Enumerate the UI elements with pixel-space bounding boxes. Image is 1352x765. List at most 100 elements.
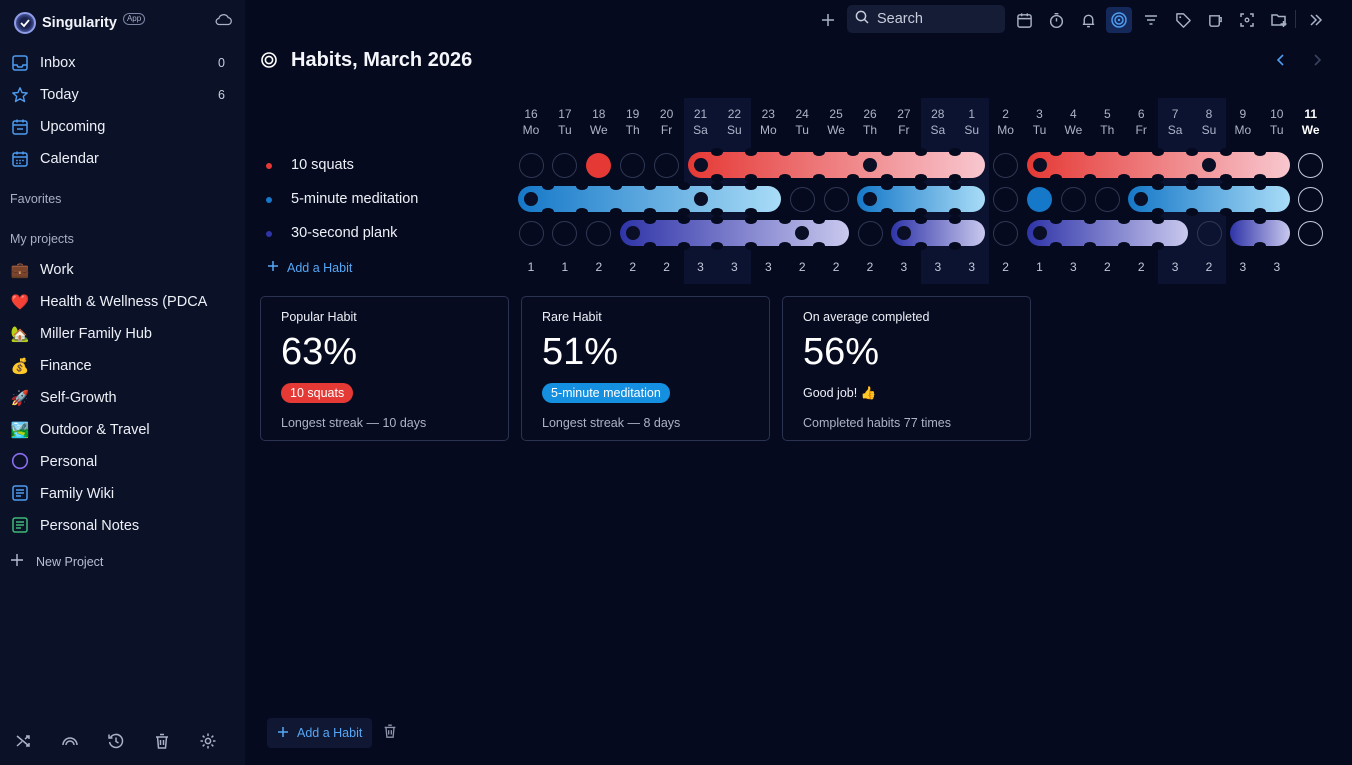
habit-day-checkbox[interactable] bbox=[823, 186, 849, 212]
add-habit-link[interactable]: Add a Habit bbox=[267, 260, 352, 275]
streak-pinch bbox=[677, 242, 690, 250]
project-finance[interactable]: 💰 Finance bbox=[10, 352, 235, 380]
habit-day-checkbox[interactable] bbox=[1060, 186, 1086, 212]
project-work[interactable]: 💼 Work bbox=[10, 256, 235, 284]
habit-streak[interactable] bbox=[1026, 220, 1189, 246]
habit-day-checkbox[interactable] bbox=[518, 220, 544, 246]
habit-day-checkbox[interactable] bbox=[993, 186, 1019, 212]
habit-day-checkbox[interactable] bbox=[552, 220, 578, 246]
habit-streak[interactable] bbox=[619, 220, 850, 246]
trash-icon[interactable] bbox=[152, 731, 172, 751]
day-number: 28 bbox=[931, 107, 945, 121]
filter-icon[interactable] bbox=[1138, 7, 1164, 33]
habit-day-checkbox[interactable] bbox=[789, 186, 815, 212]
habits-icon[interactable] bbox=[1106, 7, 1132, 33]
project-self-growth[interactable]: 🚀 Self-Growth bbox=[10, 384, 235, 412]
habit-day-checkbox[interactable] bbox=[586, 220, 612, 246]
project-family-hub[interactable]: 🏡 Miller Family Hub bbox=[10, 320, 235, 348]
habit-name[interactable]: 5-minute meditation bbox=[291, 191, 419, 207]
focus-frame-icon[interactable] bbox=[1234, 7, 1260, 33]
habit-day-checkbox[interactable] bbox=[620, 152, 646, 178]
expand-panel-icon[interactable] bbox=[1303, 7, 1329, 33]
project-health[interactable]: ❤️ Health & Wellness (PDCA bbox=[10, 288, 235, 316]
projects-heading[interactable]: My projects bbox=[10, 232, 74, 246]
habit-day-checkbox[interactable] bbox=[1196, 220, 1222, 246]
rare-habit-card: Rare Habit 51% 5-minute meditation Longe… bbox=[521, 296, 770, 441]
day-header: 17 Tu bbox=[548, 106, 582, 138]
timer-icon[interactable] bbox=[1043, 7, 1069, 33]
shuffle-icon[interactable] bbox=[14, 731, 34, 751]
day-weekday: Tu bbox=[558, 123, 572, 137]
money-bag-icon: 💰 bbox=[10, 357, 30, 375]
day-number: 20 bbox=[659, 107, 674, 121]
streak-pinch bbox=[1152, 174, 1165, 182]
streak-pinch bbox=[541, 208, 554, 216]
habit-day-checkbox[interactable] bbox=[518, 152, 544, 178]
next-month-icon[interactable] bbox=[1311, 51, 1323, 72]
nav-calendar[interactable]: Calendar bbox=[10, 145, 235, 173]
favorites-heading[interactable]: Favorites bbox=[10, 192, 62, 206]
day-header: 24 Tu bbox=[785, 106, 819, 138]
habit-streak[interactable] bbox=[1128, 186, 1290, 212]
habit-day-done[interactable] bbox=[586, 152, 612, 178]
search-input[interactable] bbox=[877, 11, 987, 27]
calendar-view-icon[interactable] bbox=[1011, 7, 1037, 33]
trash-icon[interactable] bbox=[382, 723, 398, 744]
habit-day-done[interactable] bbox=[1027, 186, 1052, 212]
day-header: 8 Su bbox=[1192, 106, 1226, 138]
bell-icon[interactable] bbox=[1075, 7, 1101, 33]
nav-today[interactable]: Today 6 bbox=[10, 81, 235, 109]
coffee-icon[interactable] bbox=[1202, 7, 1228, 33]
day-header: 27 Fr bbox=[887, 106, 921, 138]
habit-day-checkbox[interactable] bbox=[1094, 186, 1120, 212]
habit-day-checkbox[interactable] bbox=[654, 152, 680, 178]
gear-icon[interactable] bbox=[198, 731, 218, 751]
habits-title-icon bbox=[260, 51, 278, 74]
habit-day-checkbox[interactable] bbox=[1298, 220, 1324, 246]
search-box[interactable] bbox=[847, 5, 1005, 33]
calendar-icon bbox=[10, 149, 30, 169]
streak-pinch bbox=[643, 182, 656, 190]
streak-pinch bbox=[779, 242, 792, 250]
habit-day-checkbox[interactable] bbox=[1298, 152, 1324, 178]
habit-name[interactable]: 10 squats bbox=[291, 157, 354, 173]
history-icon[interactable] bbox=[106, 731, 126, 751]
nav-inbox[interactable]: Inbox 0 bbox=[10, 49, 235, 77]
tag-icon[interactable] bbox=[1170, 7, 1196, 33]
habit-day-checkbox[interactable] bbox=[552, 152, 578, 178]
add-habit-button[interactable]: Add a Habit bbox=[267, 718, 373, 748]
habit-day-checkbox[interactable] bbox=[857, 220, 883, 246]
project-family-wiki[interactable]: Family Wiki bbox=[10, 480, 235, 508]
habit-day-checkbox[interactable] bbox=[993, 220, 1019, 246]
day-weekday: We bbox=[589, 123, 608, 137]
prev-month-icon[interactable] bbox=[1275, 51, 1287, 72]
habit-streak[interactable] bbox=[518, 186, 782, 212]
app-brand[interactable]: Singularity App bbox=[14, 11, 146, 35]
daily-completed-count: 3 bbox=[697, 260, 704, 274]
streak-pinch bbox=[575, 208, 588, 216]
project-personal-notes[interactable]: Personal Notes bbox=[10, 512, 235, 540]
habit-streak[interactable] bbox=[857, 186, 985, 212]
day-weekday: Th bbox=[862, 123, 877, 137]
add-task-icon[interactable] bbox=[815, 7, 841, 33]
habit-streak[interactable] bbox=[1229, 220, 1290, 246]
project-personal[interactable]: Personal bbox=[10, 448, 235, 476]
new-project-button[interactable]: New Project bbox=[10, 553, 103, 570]
rainbow-icon[interactable] bbox=[60, 731, 80, 751]
cloud-sync-icon[interactable] bbox=[215, 12, 233, 31]
daily-completed-count: 1 bbox=[1036, 260, 1043, 274]
habit-day-checkbox[interactable] bbox=[993, 152, 1019, 178]
nav-upcoming[interactable]: Upcoming bbox=[10, 113, 235, 141]
streak-marker bbox=[693, 192, 708, 206]
habit-day-checkbox[interactable] bbox=[1298, 186, 1324, 212]
add-folder-icon[interactable] bbox=[1266, 7, 1292, 33]
streak-pinch bbox=[1050, 242, 1063, 250]
habit-name[interactable]: 30-second plank bbox=[291, 225, 398, 241]
habit-streak[interactable] bbox=[687, 152, 985, 178]
streak-marker bbox=[863, 158, 877, 172]
main-content: Habits, March 2026 16Mo17Tu18We19Th20Fr2… bbox=[245, 0, 1352, 765]
card-value: 51% bbox=[542, 331, 619, 373]
day-number: 9 bbox=[1239, 107, 1247, 121]
project-outdoor[interactable]: 🏞️ Outdoor & Travel bbox=[10, 416, 235, 444]
habit-streak[interactable] bbox=[1026, 152, 1290, 178]
